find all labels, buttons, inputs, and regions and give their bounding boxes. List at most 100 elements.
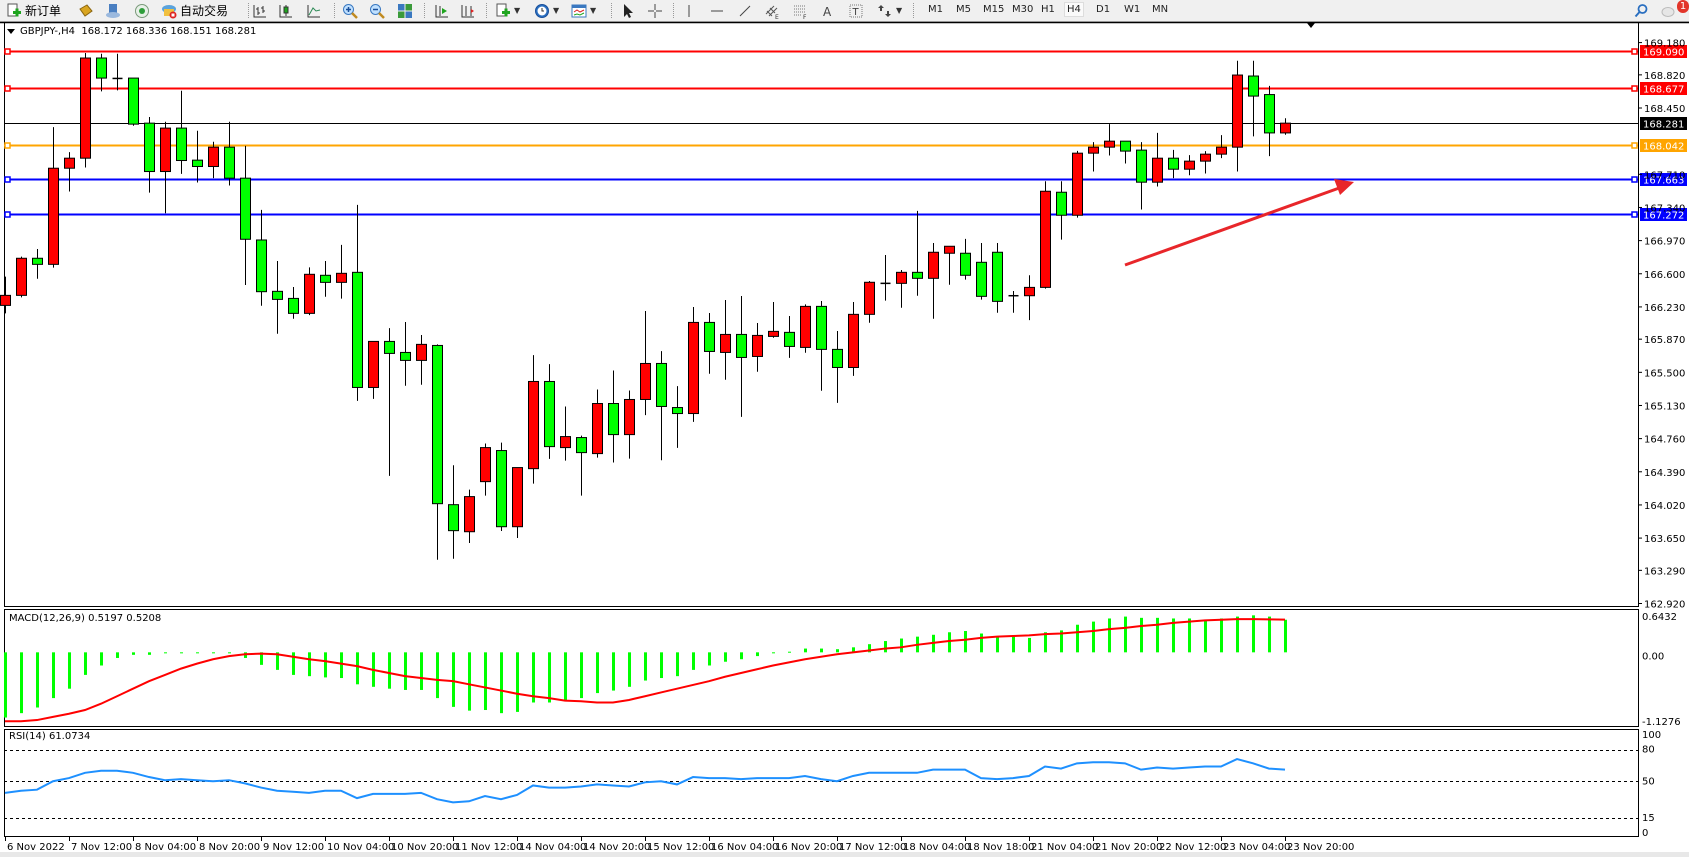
- candle-body: [800, 305, 811, 348]
- macd-histogram-bar: [612, 652, 615, 691]
- chevron-down-icon[interactable]: ▼: [514, 6, 521, 15]
- macd-histogram-bar: [1284, 619, 1287, 653]
- horizontal-line-button[interactable]: [709, 2, 725, 19]
- chevron-down-icon[interactable]: ▼: [590, 6, 597, 15]
- tile-windows-button[interactable]: [397, 2, 413, 19]
- search-icon: [1633, 3, 1649, 19]
- trendline-button[interactable]: [737, 2, 753, 19]
- new-order-button[interactable]: 新订单: [6, 2, 61, 19]
- price-tick-label: 166.970: [1644, 237, 1685, 248]
- timeframe-h4[interactable]: H4: [1064, 2, 1084, 17]
- fibonacci-button[interactable]: F: [792, 2, 808, 19]
- candle-body: [544, 380, 555, 448]
- zoom-in-button[interactable]: [342, 2, 358, 19]
- auto-scroll-button[interactable]: [434, 2, 450, 19]
- messages-button[interactable]: [1661, 2, 1677, 19]
- chart-menu-triangle-icon[interactable]: [7, 29, 16, 35]
- macd-histogram-bar: [484, 652, 487, 711]
- candle: [512, 467, 523, 538]
- timeframe-m1[interactable]: M1: [928, 4, 943, 15]
- crosshair-button[interactable]: [647, 2, 663, 19]
- zoom-out-button[interactable]: [369, 2, 385, 19]
- candle: [288, 287, 299, 319]
- timeframe-mn[interactable]: MN: [1152, 4, 1169, 15]
- candle: [592, 389, 603, 458]
- timeframe-w1[interactable]: W1: [1124, 4, 1141, 15]
- line-anchor-handle: [4, 211, 11, 218]
- macd-histogram-bar: [964, 631, 967, 653]
- macd-histogram-bar: [900, 638, 903, 653]
- macd-histogram-bar: [100, 652, 103, 666]
- price-line-label: 167.663: [1643, 176, 1684, 187]
- indicators-button[interactable]: ▼: [495, 2, 520, 19]
- line-anchor-handle: [1631, 85, 1638, 92]
- candle: [1088, 142, 1099, 172]
- timeframe-m5[interactable]: M5: [956, 4, 971, 15]
- candle: [352, 204, 363, 401]
- candle: [576, 435, 587, 496]
- macd-histogram-bar: [948, 632, 951, 653]
- navigator-button[interactable]: [78, 2, 94, 19]
- macd-histogram-bar: [420, 652, 423, 690]
- search-button[interactable]: [1633, 2, 1649, 19]
- macd-histogram-bar: [644, 652, 647, 681]
- market-watch-button[interactable]: [105, 2, 121, 19]
- periods-button[interactable]: ▼: [534, 2, 559, 19]
- candlestick-button[interactable]: [278, 2, 294, 19]
- chart-shift-marker-icon[interactable]: [1307, 23, 1316, 29]
- timeframe-m30[interactable]: M30: [1012, 4, 1034, 15]
- timeframe-h1[interactable]: H1: [1041, 4, 1055, 15]
- candle-body: [1200, 153, 1211, 162]
- toolbar-separator: [913, 3, 916, 18]
- candle-body: [48, 167, 59, 265]
- signals-button[interactable]: [134, 2, 150, 19]
- fibonacci-icon: F: [792, 3, 808, 19]
- auto-trading-button[interactable]: 自动交易: [161, 2, 228, 19]
- macd-histogram-bar: [68, 652, 71, 689]
- candle-body: [208, 146, 219, 168]
- macd-histogram-bar: [836, 649, 839, 653]
- arrows-button[interactable]: ▼: [877, 2, 902, 19]
- candle: [720, 300, 731, 380]
- text-label-button[interactable]: T: [848, 2, 864, 19]
- candle-body: [960, 252, 971, 276]
- toolbar-separator: [334, 3, 337, 18]
- timeframe-m15[interactable]: M15: [983, 4, 1005, 15]
- svg-text:F: F: [803, 14, 807, 19]
- cursor-button[interactable]: [620, 2, 636, 19]
- macd-histogram-bar: [756, 652, 759, 657]
- macd-histogram-bar: [532, 652, 535, 703]
- templates-button[interactable]: ▼: [571, 2, 596, 19]
- periods-icon: [534, 3, 550, 19]
- candle: [176, 90, 187, 174]
- macd-histogram-bar: [468, 652, 471, 711]
- candle: [608, 370, 619, 463]
- macd-histogram-bar: [276, 652, 279, 670]
- macd-histogram-bar: [196, 652, 199, 654]
- timeframe-d1[interactable]: D1: [1096, 4, 1111, 15]
- macd-histogram-bar: [692, 652, 695, 670]
- candle-body: [896, 271, 907, 284]
- macd-histogram-bar: [1188, 618, 1191, 653]
- chart-shift-button[interactable]: [460, 2, 476, 19]
- price-tick-label: 164.760: [1644, 435, 1685, 446]
- candle-body: [304, 273, 315, 314]
- chevron-down-icon[interactable]: ▼: [896, 6, 903, 15]
- macd-histogram-bar: [36, 652, 39, 708]
- line-chart-button[interactable]: [306, 2, 322, 19]
- horizontal-lines: 169.090 168.677 168.281 168.042 167.663 167.2…: [4, 45, 1687, 222]
- vertical-line-button[interactable]: [681, 2, 697, 19]
- equidistant-channel-button[interactable]: E: [764, 2, 780, 19]
- chevron-down-icon[interactable]: ▼: [553, 6, 560, 15]
- price-tick-label: 167.340: [1644, 203, 1685, 214]
- text-button[interactable]: A: [820, 2, 836, 19]
- candle: [240, 145, 251, 286]
- candle-body: [160, 127, 171, 173]
- bar-chart-button[interactable]: [252, 2, 268, 19]
- price-tick-label: 163.650: [1644, 534, 1685, 545]
- macd-histogram-bar: [676, 652, 679, 677]
- cursor-icon: [620, 3, 636, 19]
- candle: [624, 390, 635, 459]
- candle: [48, 127, 59, 268]
